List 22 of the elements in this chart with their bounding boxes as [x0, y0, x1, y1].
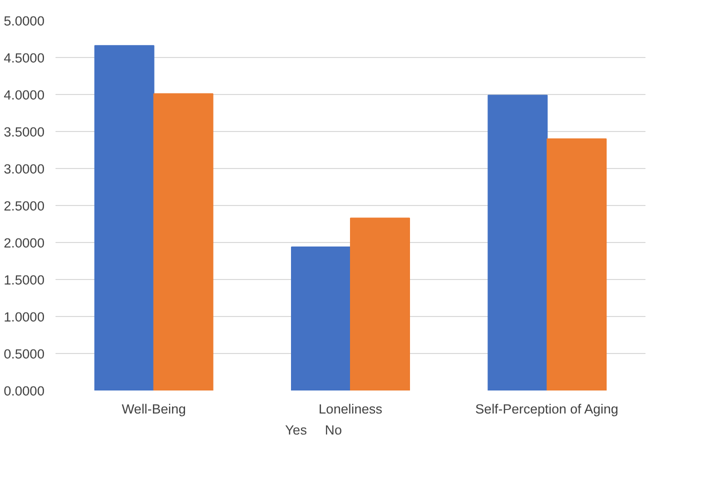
bar	[153, 93, 214, 390]
y-tick-label: 0.0000	[4, 384, 44, 398]
y-tick-label: 5.0000	[4, 14, 44, 28]
text: Yes	[285, 422, 307, 438]
y-tick-label: 0.5000	[4, 346, 44, 362]
y-tick-label: 1.0000	[4, 310, 44, 324]
x-tick-label: Self-Perception of Aging	[475, 402, 618, 416]
x-tick-label: Well-Being	[122, 402, 186, 416]
bar	[546, 138, 607, 390]
y-tick-label: 2.5000	[4, 198, 44, 214]
y-tick-label: 4.5000	[4, 50, 44, 66]
bar	[350, 218, 410, 390]
text: No	[324, 422, 343, 438]
bar	[488, 94, 548, 390]
bar	[94, 45, 154, 390]
y-tick-label: 3.5000	[4, 124, 44, 140]
y-tick-label: 3.0000	[4, 162, 44, 176]
x-tick-label: Loneliness	[318, 402, 383, 416]
y-tick-label: 4.0000	[4, 88, 44, 102]
y-tick-label: 2.0000	[4, 236, 44, 250]
bar	[291, 246, 351, 390]
y-tick-label: 1.5000	[4, 272, 44, 288]
